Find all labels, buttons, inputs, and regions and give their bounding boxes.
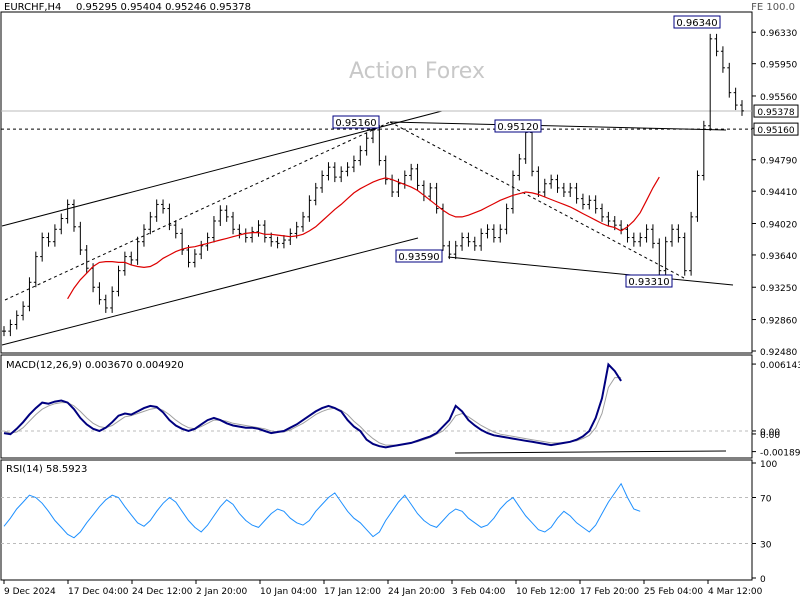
macd-panel (1, 362, 752, 454)
price-annotation-box (673, 15, 721, 29)
price-annotation-label: 0.95160 (335, 118, 376, 129)
price-annotation-box (332, 115, 380, 129)
price-panel: 0.95160 0.95120 0.93590 0.93310 0.96340 (1, 15, 752, 346)
rsi-line (3, 482, 641, 539)
time-axis-label: 24 Jan 20:00 (388, 587, 445, 597)
rsi-title: RSI(14) 58.5923 (6, 464, 87, 475)
rsi-axis-label: 100 (760, 460, 777, 470)
time-axis-label: 4 Mar 12:00 (708, 587, 763, 597)
price-annotation-label: 0.95120 (497, 122, 538, 133)
time-axis-label: 9 Dec 2024 (4, 587, 56, 597)
rsi-axis-label: 30 (760, 541, 772, 551)
price-axis-label: 0.94790 (760, 157, 797, 167)
price-axis-label: 0.92860 (760, 317, 797, 327)
channel-upper-line (1, 110, 443, 227)
time-axis-label: 24 Dec 12:00 (132, 587, 193, 597)
macd-title: MACD(12,26,9) 0.003670 0.004920 (6, 360, 184, 371)
lower-trend-line (447, 256, 734, 286)
price-annotation-label: 0.93310 (628, 277, 669, 288)
moving-average-line (67, 176, 660, 300)
macd-axis-label: 0.00 (760, 428, 780, 438)
time-axis-label: 17 Jan 12:00 (324, 587, 381, 597)
panel-frames (0, 11, 753, 581)
rsi-axis-label: 70 (760, 495, 772, 505)
macd-axis-label: 0.00 (760, 431, 780, 441)
watermark: Action Forex (349, 59, 485, 84)
corner-label: FE 100.0 (751, 2, 795, 13)
diag-dashed-line (389, 121, 685, 279)
price-axis-label: 0.95560 (760, 93, 797, 103)
time-axis-label: 3 Feb 04:00 (452, 587, 506, 597)
time-axis-label: 10 Jan 04:00 (260, 587, 317, 597)
ohlc-label: 0.95295 0.95404 0.95246 0.95378 (76, 2, 251, 13)
price-axis-label: 0.94020 (760, 220, 797, 230)
channel-mid-line (4, 121, 391, 301)
upper-trend-line (389, 121, 727, 131)
price-axis-label: 0.93640 (760, 252, 797, 262)
price-axis-label: 0.92480 (760, 348, 797, 358)
price-axis-label: 0.95950 (760, 61, 797, 71)
price-axis-marker-label: 0.95378 (757, 108, 794, 118)
macd-trend-line (454, 450, 727, 454)
symbol-label: EURCHF,H4 (4, 2, 61, 13)
price-annotation-label: 0.96340 (676, 18, 717, 29)
macd-axis-label: -0.001896 (760, 449, 800, 459)
price-axis-marker-label: 0.95160 (757, 126, 794, 136)
time-axis-label: 10 Feb 12:00 (516, 587, 575, 597)
macd-axis-label: 0.006143 (760, 361, 800, 371)
rsi-panel (1, 482, 752, 544)
time-axis-label: 17 Dec 04:00 (68, 587, 129, 597)
price-annotation-box (395, 249, 443, 263)
price-annotation-label: 0.93590 (398, 252, 439, 263)
time-axis-label: 2 Jan 20:00 (196, 587, 248, 597)
price-axis-label: 0.96330 (760, 29, 797, 39)
price-axis-marker (753, 104, 799, 118)
channel-lower-line (1, 237, 419, 346)
price-annotation-box (625, 274, 673, 288)
macd-signal-line (3, 377, 622, 446)
price-axis-label: 0.93250 (760, 284, 797, 294)
time-axis-label: 17 Feb 20:00 (580, 587, 639, 597)
time-axis-label: 25 Feb 04:00 (644, 587, 703, 597)
rsi-axis-label: 0 (760, 575, 766, 585)
price-annotation-box (494, 119, 542, 133)
axes: 0.963300.959500.955600.951700.947900.944… (3, 29, 800, 597)
price-axis-label: 0.94410 (760, 188, 797, 198)
price-axis-marker (753, 122, 799, 136)
macd-line (3, 362, 622, 449)
